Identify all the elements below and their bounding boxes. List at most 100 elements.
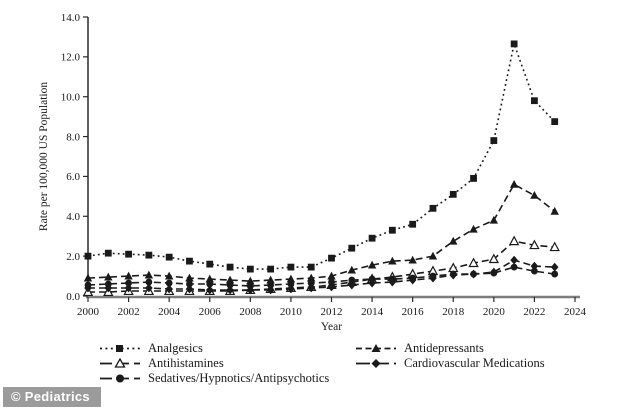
y-tick-label: 12.0 <box>61 52 81 64</box>
analgesics-marker <box>206 260 214 268</box>
legend-label-cardiovascular: Cardiovascular Medications <box>404 356 545 370</box>
y-tick-label: 4.0 <box>66 211 80 223</box>
cardiovascular-medications-marker <box>266 285 275 295</box>
y-tick-label: 6.0 <box>66 171 80 183</box>
analgesics-marker <box>145 251 153 259</box>
analgesics-marker <box>409 220 417 228</box>
cardiovascular-medications-marker <box>205 285 214 295</box>
antidepressants-marker <box>144 270 154 279</box>
analgesics-marker <box>307 263 315 271</box>
legend-label-sedatives: Sedatives/Hypnotics/Antipsychotics <box>148 371 330 385</box>
sedatives-legend-marker <box>100 374 140 383</box>
sedatives-hypnotics-antipsychotics-marker <box>531 267 538 275</box>
analgesics-marker <box>449 190 457 198</box>
antidepressants-marker <box>307 273 316 282</box>
x-tick-label: 2002 <box>118 306 140 318</box>
analgesics-marker <box>267 265 275 273</box>
antidepressants-marker <box>327 271 336 280</box>
cardiovascular-medications-marker <box>165 284 173 294</box>
sedatives-hypnotics-antipsychotics-marker <box>267 281 275 289</box>
antidepressants-marker <box>185 273 194 282</box>
x-tick-label: 2022 <box>523 306 545 318</box>
antidepressants-marker <box>246 276 255 285</box>
sedatives-hypnotics-antipsychotics-marker <box>84 281 92 289</box>
cardiovascular-medications-marker <box>550 262 559 272</box>
antihistamines-legend-marker <box>100 358 140 368</box>
x-tick-label: 2020 <box>483 306 506 318</box>
analgesics-marker <box>226 263 234 271</box>
cardiovascular-medications-marker <box>145 283 153 293</box>
antidepressants-marker <box>550 206 559 215</box>
sedatives-hypnotics-antipsychotics-marker <box>368 275 376 283</box>
analgesics-marker <box>186 257 193 265</box>
antidepressants-marker <box>449 236 458 245</box>
x-tick-label: 2010 <box>280 306 303 318</box>
analgesics-line <box>87 40 556 270</box>
antidepressants-marker <box>164 271 174 280</box>
antidepressants-marker <box>225 275 235 284</box>
cardiovascular-medications-marker <box>246 285 255 295</box>
sedatives-hypnotics-antipsychotics-marker <box>165 279 173 287</box>
sedatives-hypnotics-antipsychotics-marker <box>470 270 477 278</box>
analgesics-marker <box>84 252 92 260</box>
analgesics-marker <box>429 204 437 212</box>
cardiovascular-medications-marker <box>124 283 133 293</box>
pediatrics-watermark-badge: © Pediatrics <box>3 387 101 407</box>
analgesics-legend-marker <box>100 345 140 352</box>
legend-label-antidepressants: Antidepressants <box>404 341 484 355</box>
x-tick-label: 2014 <box>361 306 384 318</box>
antihistamines-marker <box>468 257 479 268</box>
sedatives-hypnotics-antipsychotics-marker <box>429 272 437 280</box>
antihistamines-marker <box>508 235 520 246</box>
medication-rate-line-chart: 0.0 2.0 4.0 6.0 8.0 10.0 12.0 14.0 2000 2002 2004 2… <box>38 12 587 333</box>
x-tick-label: 2008 <box>239 306 262 318</box>
sedatives-hypnotics-antipsychotics-marker <box>104 280 112 288</box>
antidepressants-marker <box>286 274 296 283</box>
sedatives-hypnotics-antipsychotics-marker <box>125 279 132 287</box>
x-tick-label: 2016 <box>402 306 425 318</box>
analgesics-marker <box>165 253 173 261</box>
x-tick-label: 2012 <box>321 306 343 318</box>
antidepressants-marker <box>530 190 539 199</box>
y-tick-label: 2.0 <box>66 251 80 263</box>
x-tick-label: 2004 <box>158 306 181 318</box>
cardiovascular-medications-marker <box>104 283 113 293</box>
sedatives-hypnotics-antipsychotics-marker <box>287 280 295 288</box>
antidepressants-line <box>87 183 556 282</box>
sedatives-hypnotics-antipsychotics-marker <box>145 278 153 286</box>
antidepressants-marker <box>124 271 133 280</box>
legend-item-cardiovascular: Cardiovascular Medications <box>355 356 545 371</box>
legend-item-antidepressants: Antidepressants <box>355 341 545 356</box>
sedatives-hypnotics-antipsychotics-marker <box>348 276 356 284</box>
legend-item-sedatives: Sedatives/Hypnotics/Antipsychotics <box>99 371 355 386</box>
analgesics-marker <box>551 118 559 126</box>
analgesics-marker <box>287 263 295 271</box>
legend-item-analgesics: Analgesics <box>99 341 355 356</box>
x-tick-label: 2000 <box>77 306 100 318</box>
antidepressants-legend-marker <box>356 344 396 352</box>
legend-item-antihistamines: Antihistamines <box>99 356 355 371</box>
antidepressants-marker <box>489 215 499 224</box>
y-tick-label: 10.0 <box>61 92 81 104</box>
antihistamines-marker <box>529 239 540 250</box>
analgesics-marker <box>348 244 356 252</box>
y-tick-label: 8.0 <box>66 131 80 143</box>
sedatives-hypnotics-antipsychotics-marker <box>449 270 457 278</box>
cardiovascular-medications-marker <box>510 255 518 265</box>
legend-label-antihistamines: Antihistamines <box>148 356 224 370</box>
x-axis-title: Year <box>321 321 342 333</box>
sedatives-hypnotics-antipsychotics-marker <box>307 279 315 287</box>
analgesics-marker <box>368 234 376 242</box>
chart-legend: Analgesics Antidepressants Antihistamine… <box>99 341 545 386</box>
analgesics-marker <box>246 265 254 273</box>
analgesics-marker <box>470 175 477 182</box>
antihistamines-line <box>88 240 555 293</box>
sedatives-hypnotics-antipsychotics-marker <box>226 281 234 289</box>
x-tick-label: 2006 <box>199 306 222 318</box>
antihistamines-marker <box>549 241 560 252</box>
sedatives-hypnotics-antipsychotics-marker <box>409 274 417 282</box>
analgesics-marker <box>388 226 396 234</box>
analgesics-marker <box>104 249 112 257</box>
analgesics-marker <box>510 40 518 48</box>
